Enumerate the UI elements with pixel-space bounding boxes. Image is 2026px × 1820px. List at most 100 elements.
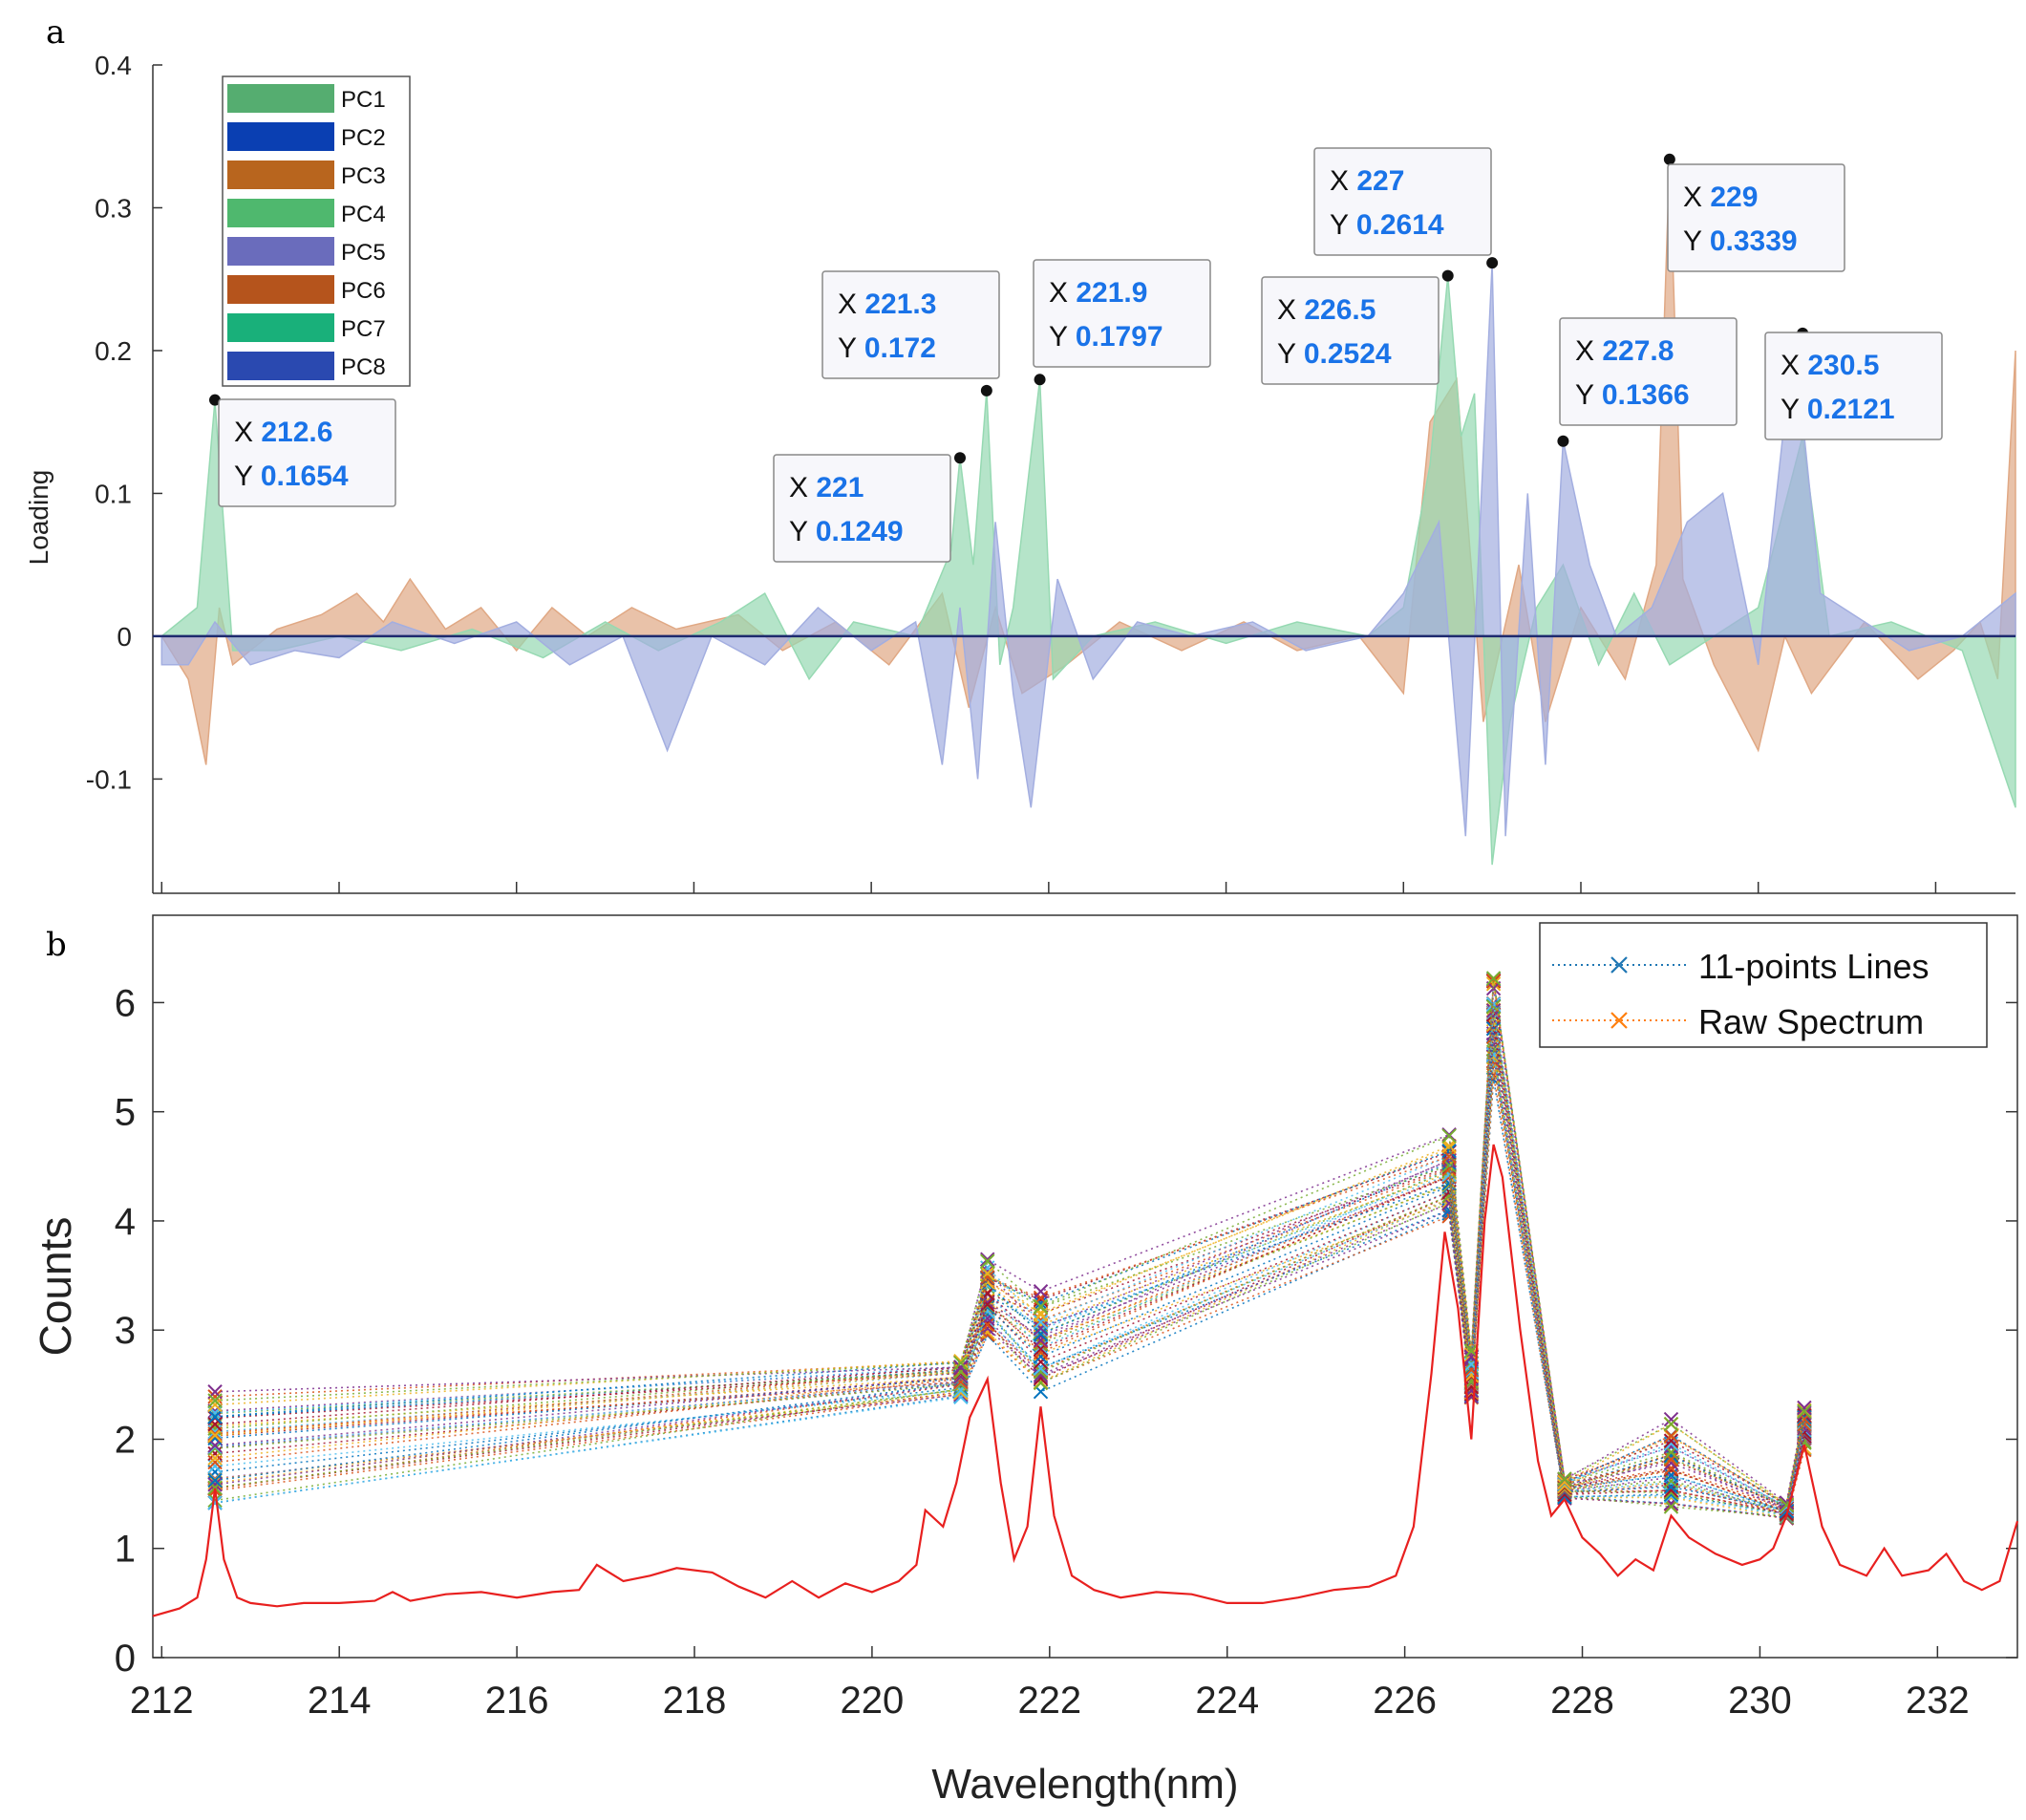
datatip-x-value: 227.8 bbox=[1602, 335, 1674, 367]
datatip-box bbox=[821, 270, 1000, 379]
spectrum-point-marker bbox=[207, 1495, 223, 1510]
datatip-x-value: 221.9 bbox=[1076, 277, 1147, 309]
spectrum-11-points-line bbox=[215, 1037, 1805, 1512]
datatip-y-prefix: Y bbox=[1049, 321, 1076, 353]
spectrum-11-points-line bbox=[215, 1053, 1805, 1519]
spectrum-point-marker bbox=[1441, 1148, 1457, 1165]
spectrum-11-points-line bbox=[214, 1048, 1805, 1516]
spectrum-point-marker bbox=[953, 1377, 969, 1392]
x-tick-label: 212 bbox=[130, 1680, 194, 1722]
legend-swatch bbox=[227, 161, 334, 189]
datatip-marker bbox=[1557, 435, 1569, 447]
x-tick-label: 228 bbox=[1550, 1680, 1614, 1722]
spectrum-11-points-line bbox=[215, 1024, 1805, 1510]
spectrum-11-points-line bbox=[215, 1010, 1805, 1506]
spectrum-11-points-line bbox=[215, 977, 1805, 1507]
datatip-x-prefix: X bbox=[1049, 277, 1076, 309]
spectrum-11-points-line bbox=[214, 1060, 1805, 1514]
spectrum-point-marker bbox=[1033, 1320, 1049, 1337]
datatip-y-row: Y 0.3339 bbox=[1683, 225, 1798, 257]
datatip-y-value: 0.2524 bbox=[1304, 338, 1392, 370]
spectrum-point-marker bbox=[1663, 1439, 1679, 1454]
spectrum-11-points-line bbox=[215, 1003, 1805, 1509]
legend-entry-label: PC1 bbox=[341, 87, 386, 113]
datatip-x-value: 226.5 bbox=[1304, 294, 1376, 326]
y-tick-label: 4 bbox=[115, 1201, 136, 1243]
datatip-y-row: Y 0.172 bbox=[838, 332, 936, 364]
spectrum-point-marker bbox=[207, 1492, 223, 1509]
y-tick-label: 0 bbox=[115, 1638, 136, 1680]
datatip-marker bbox=[1663, 153, 1675, 165]
datatip-x-row: X 221 bbox=[789, 472, 864, 503]
datatip-y-value: 0.1797 bbox=[1076, 321, 1163, 353]
counts-plot: 0 1 2 3 4 5 6 212 214 216 218 220 222 224 226 228 230 232… bbox=[31, 914, 2019, 1808]
spectrum-point-marker bbox=[1485, 976, 1502, 992]
datatip-x-prefix: X bbox=[234, 417, 261, 448]
spectrum-point-marker bbox=[1441, 1128, 1457, 1144]
panel-label-b: b bbox=[46, 926, 67, 964]
legend-entry-label: PC6 bbox=[341, 278, 386, 304]
datatip-x-prefix: X bbox=[1277, 294, 1304, 326]
y-tick-label: 0.4 bbox=[95, 51, 132, 80]
spectrum-point-marker bbox=[207, 1427, 223, 1444]
datatip-marker bbox=[1486, 257, 1499, 269]
datatip-x-value: 221 bbox=[816, 472, 864, 503]
datatip-y-prefix: Y bbox=[1277, 338, 1304, 370]
datatip-y-row: Y 0.2614 bbox=[1330, 209, 1444, 241]
datatip-y-prefix: Y bbox=[789, 516, 816, 547]
datatip-x-prefix: X bbox=[1330, 165, 1356, 197]
spectrum-11-points-line bbox=[215, 1065, 1805, 1519]
spectrum-point-marker bbox=[1663, 1450, 1679, 1466]
spectrum-11-points-line bbox=[215, 1028, 1805, 1512]
datatip-y-value: 0.1366 bbox=[1602, 379, 1690, 411]
spectrum-11-points-line bbox=[215, 988, 1805, 1505]
spectrum-point-marker bbox=[1033, 1295, 1049, 1311]
datatip-y-prefix: Y bbox=[838, 332, 864, 364]
legend-swatch bbox=[227, 237, 334, 266]
datatip-y-value: 0.2121 bbox=[1807, 394, 1895, 425]
datatip-y-row: Y 0.1249 bbox=[789, 516, 904, 547]
datatip: X 226.5Y 0.2524 bbox=[1261, 269, 1454, 385]
spectrum-11-points-line bbox=[215, 1006, 1805, 1509]
spectrum-point-marker bbox=[1797, 1403, 1812, 1420]
datatip-y-value: 0.172 bbox=[864, 332, 936, 364]
y-tick-label: 0.2 bbox=[95, 336, 132, 366]
datatip-marker bbox=[1034, 374, 1046, 386]
spectrum-11-points-line bbox=[215, 1018, 1805, 1513]
spectrum-point-marker bbox=[207, 1480, 223, 1495]
datatip-x-row: X 226.5 bbox=[1277, 294, 1376, 326]
datatip-y-row: Y 0.1797 bbox=[1049, 321, 1163, 353]
spectrum-point-marker bbox=[1033, 1315, 1049, 1330]
legend-swatch bbox=[227, 352, 334, 380]
datatip-box bbox=[1033, 259, 1211, 368]
spectrum-point-marker bbox=[1033, 1333, 1049, 1348]
spectrum-point-marker bbox=[1557, 1474, 1572, 1490]
spectrum-point-marker bbox=[1033, 1284, 1049, 1299]
datatip: X 230.5Y 0.2121 bbox=[1764, 327, 1943, 440]
spectrum-point-marker bbox=[1663, 1411, 1679, 1427]
y-tick-label: 0.1 bbox=[95, 479, 132, 508]
y-axis-title: Counts bbox=[31, 1217, 80, 1357]
spectrum-point-marker bbox=[207, 1454, 223, 1470]
spectrum-11-points-line bbox=[215, 1056, 1805, 1515]
datatip-y-prefix: Y bbox=[1781, 394, 1807, 425]
legend: 11-points Lines Raw Spectrum bbox=[1539, 922, 1988, 1048]
legend-swatch bbox=[227, 313, 334, 342]
spectrum-11-points-line bbox=[215, 979, 1805, 1507]
legend-entry-label: PC5 bbox=[341, 240, 386, 266]
datatip-box bbox=[1313, 147, 1492, 256]
datatip-marker bbox=[954, 452, 966, 464]
spectrum-point-marker bbox=[953, 1355, 969, 1371]
loading-plot: -0.100.10.20.30.4LoadingPC1PC2PC3PC4PC5P… bbox=[24, 51, 2016, 894]
datatip-y-row: Y 0.1654 bbox=[234, 460, 349, 492]
spectrum-11-points-line bbox=[215, 1003, 1805, 1508]
y-tick-label: 2 bbox=[115, 1419, 136, 1461]
datatip-y-value: 0.1249 bbox=[816, 516, 904, 547]
spectrum-11-points-line bbox=[215, 1033, 1805, 1512]
spectrum-point-marker bbox=[1033, 1298, 1049, 1315]
datatip-x-row: X 227.8 bbox=[1575, 335, 1674, 367]
x-tick-label: 220 bbox=[841, 1680, 905, 1722]
datatip-box bbox=[218, 398, 396, 507]
legend-entry-label: PC3 bbox=[341, 163, 386, 189]
